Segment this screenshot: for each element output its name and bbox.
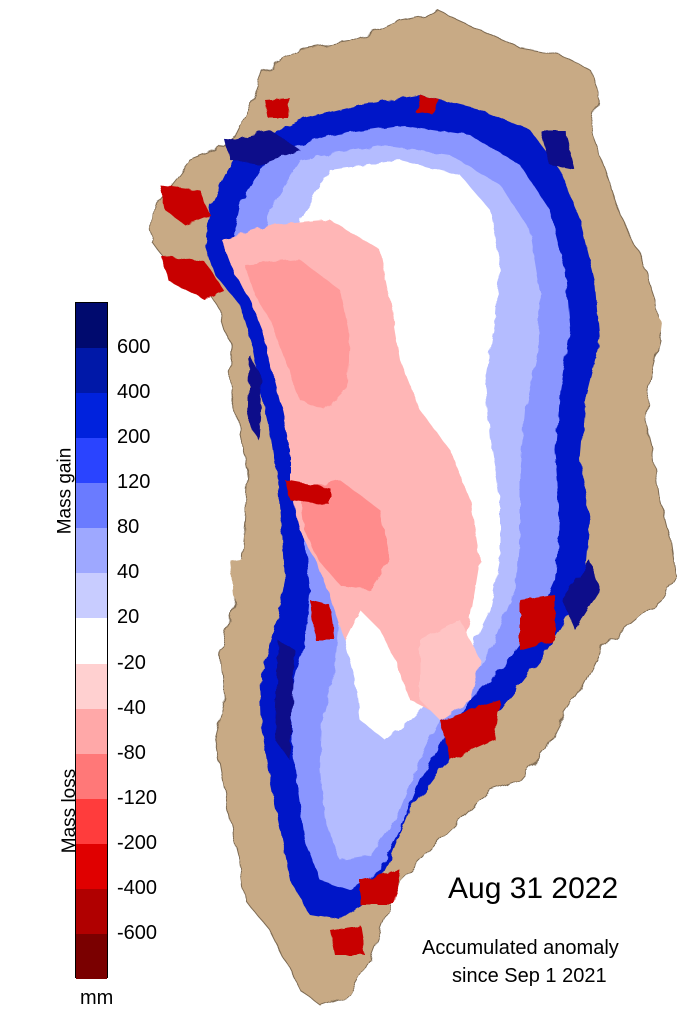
colorbar-segment xyxy=(76,483,107,529)
colorbar xyxy=(75,302,108,980)
colorbar-tick-label: 120 xyxy=(117,471,151,494)
fringe-gain-dark xyxy=(225,130,300,165)
colorbar-tick-label: 600 xyxy=(117,336,151,359)
colorbar-tick-label: 20 xyxy=(117,606,140,629)
colorbar-tick-label: 80 xyxy=(117,516,140,539)
colorbar-segment xyxy=(76,663,107,710)
colorbar-segment xyxy=(76,348,107,394)
colorbar-segment xyxy=(76,843,107,890)
colorbar-segment xyxy=(76,528,107,574)
date-label: Aug 31 2022 xyxy=(448,872,619,905)
caption-line-1: Accumulated anomaly xyxy=(422,937,619,959)
colorbar-tick-label: -200 xyxy=(117,831,158,854)
colorbar-tick-label: -120 xyxy=(117,786,158,809)
colorbar-segment xyxy=(76,573,107,619)
colorbar-segment xyxy=(76,708,107,755)
mass-loss-label: Mass loss xyxy=(59,768,81,854)
fringe-loss xyxy=(160,185,210,225)
colorbar-tick-label: -40 xyxy=(117,696,146,719)
colorbar-segment xyxy=(76,753,107,800)
colorbar-tick-label: -600 xyxy=(117,921,158,944)
mass-gain-label: Mass gain xyxy=(54,447,76,535)
colorbar-tick-label: 40 xyxy=(117,561,140,584)
colorbar-tick-label: -400 xyxy=(117,876,158,899)
colorbar-segment xyxy=(76,798,107,845)
caption-line-2: since Sep 1 2021 xyxy=(452,965,607,987)
colorbar-segment xyxy=(76,438,107,484)
colorbar-segment xyxy=(76,393,107,439)
colorbar-tick-label: -80 xyxy=(117,741,146,764)
colorbar-tick-label: 400 xyxy=(117,381,151,404)
colorbar-segment xyxy=(76,618,107,665)
unit-label: mm xyxy=(80,987,114,1009)
colorbar-tick-label: -20 xyxy=(117,651,146,674)
colorbar-segment xyxy=(76,933,107,980)
colorbar-segment xyxy=(76,303,107,349)
colorbar-segment xyxy=(76,888,107,935)
colorbar-tick-label: 200 xyxy=(117,426,151,449)
